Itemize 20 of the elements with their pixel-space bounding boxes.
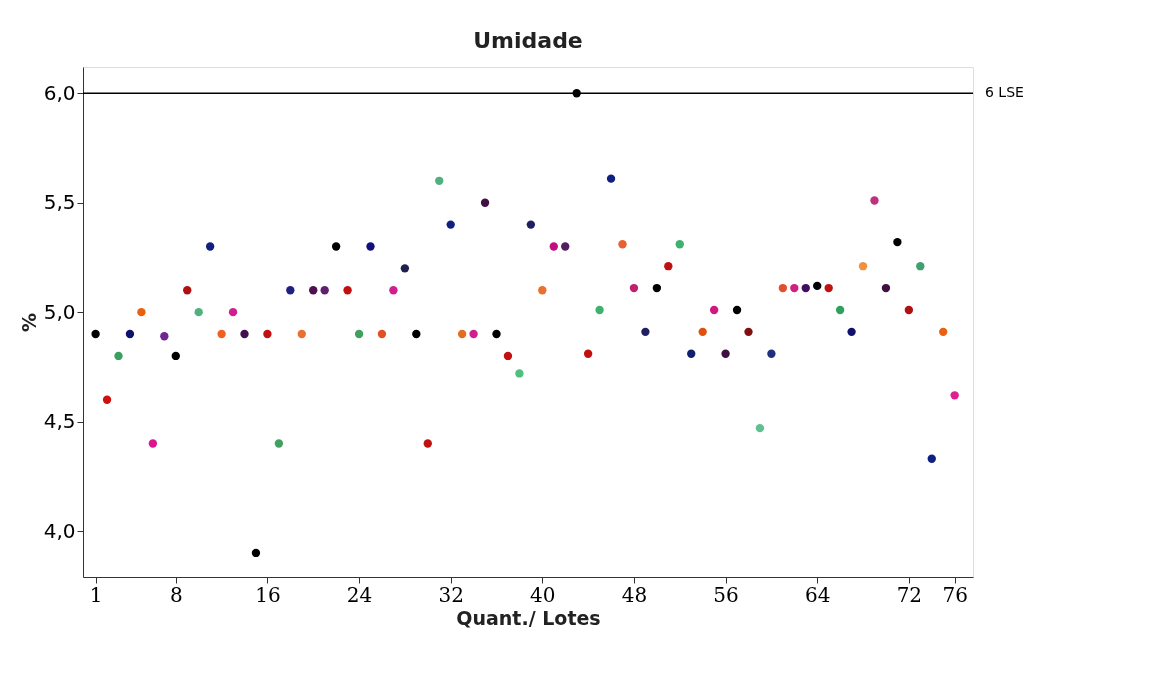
y-tick-label: 6,0 (43, 80, 76, 105)
y-tick-label: 4,0 (43, 518, 76, 543)
y-tick-label: 5,0 (43, 299, 76, 324)
y-axis-title: % (17, 312, 40, 333)
x-tick-label: 16 (255, 582, 281, 607)
x-tick-label: 64 (804, 582, 831, 607)
y-tick-label: 5,5 (43, 190, 76, 215)
x-tick-label: 56 (713, 582, 739, 607)
x-tick-label: 76 (942, 582, 968, 607)
x-tick-label: 8 (169, 582, 183, 607)
x-tick-label: 24 (346, 582, 373, 607)
x-tick-label: 48 (621, 582, 648, 607)
x-tick-label: 72 (896, 582, 923, 607)
x-tick-label: 32 (438, 582, 464, 607)
y-tick-label: 4,5 (43, 409, 76, 434)
chart-title: Umidade (473, 28, 583, 53)
ref-line-label: 6 LSE (985, 84, 1024, 101)
x-axis-title: Quant./ Lotes (456, 606, 601, 629)
x-tick-label: 40 (530, 582, 556, 607)
x-tick-label: 1 (89, 582, 103, 607)
